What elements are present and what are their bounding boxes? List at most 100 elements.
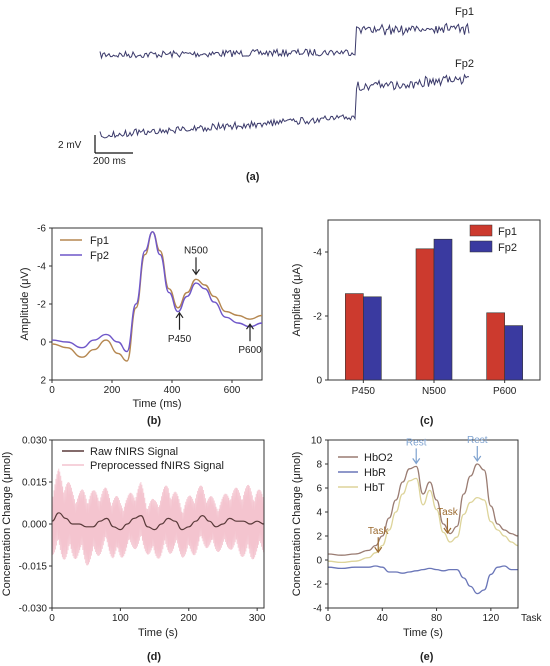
panel-c-bar-chart: 0 -2 -4 Amplitude (μA) P450 N500 P600 Fp1 Fp2: [291, 219, 541, 397]
x-tick-label: 300: [249, 613, 266, 624]
y-axis-title: Amplitude (μA): [291, 264, 303, 337]
y-tick-label: 6: [316, 484, 322, 495]
annotation-arrow-head: [473, 455, 482, 463]
x-tick-label: 100: [112, 613, 129, 624]
annotation-label: P450: [168, 334, 192, 345]
fp2-eeg-trace: [99, 73, 470, 139]
scalebar-vertical-label: 2 mV: [58, 140, 82, 151]
legend-label: Fp1: [498, 226, 517, 238]
y-tick-label: -4: [313, 604, 322, 615]
x-tick-label: 80: [431, 613, 443, 624]
legend-label: HbR: [364, 467, 386, 479]
x-tick-label: 600: [224, 385, 241, 396]
annotation-arrow-head: [443, 527, 452, 535]
series-preprocessed-fnirs: [51, 512, 265, 531]
y-tick-label: -6: [37, 224, 46, 235]
category-label: N500: [422, 386, 446, 397]
fp1-trace-label: Fp1: [455, 6, 474, 18]
legend-label: Raw fNIRS Signal: [90, 446, 178, 458]
y-tick-label: -0.030: [19, 604, 48, 615]
y-tick-label: -4: [37, 262, 46, 273]
legend-label: Preprocessed fNIRS Signal: [90, 460, 224, 472]
series-Fp1: [51, 231, 263, 362]
bar-Fp1-P600: [486, 312, 505, 381]
legend-label: Fp1: [90, 235, 109, 247]
annotation-label: Task: [368, 526, 390, 537]
annotation-arrow-head: [246, 323, 254, 330]
series-HbR: [327, 565, 518, 595]
legend-swatch: [469, 224, 493, 237]
bar-Fp2-P600: [504, 325, 523, 381]
x-tick-label: 0: [49, 613, 55, 624]
series-HbT: [327, 477, 519, 564]
annotation-label: P600: [238, 345, 262, 356]
y-tick-label: 0: [316, 556, 322, 567]
panel-a-label: (a): [246, 171, 260, 183]
annotation-arrow-head: [412, 458, 421, 465]
panel-c-label: (c): [420, 415, 434, 427]
y-tick-label: 2: [316, 532, 322, 543]
annotation-arrow-head: [175, 311, 184, 319]
panel-a-eeg-traces: Fp1 Fp2 2 mV 200 ms (a): [58, 6, 474, 183]
legend-label: Fp2: [498, 242, 517, 254]
panel-e-label: (e): [420, 651, 434, 663]
x-tick-label: 400: [164, 385, 181, 396]
y-tick-label: 10: [311, 436, 323, 447]
y-tick-label: 0: [40, 338, 46, 349]
y-tick-label: 0.000: [22, 520, 47, 531]
x-tick-label: 0: [325, 613, 331, 624]
legend-label: HbT: [364, 482, 385, 494]
y-tick-label: 0.030: [22, 436, 47, 447]
y-axis-title: Concentration Change (μmol): [1, 452, 13, 597]
y-tick-label: 0: [316, 376, 322, 387]
series-Fp2: [51, 231, 263, 353]
y-tick-label: 4: [316, 508, 322, 519]
y-tick-label: -4: [313, 248, 322, 259]
x-axis-title: Time (s): [138, 627, 178, 639]
x-axis-extra-label: Task: [521, 613, 543, 624]
x-axis-title: Time (ms): [132, 398, 181, 410]
y-tick-label: 8: [316, 460, 322, 471]
annotation-label: Rest: [467, 435, 488, 446]
y-axis-title: Amplitude (μV): [19, 268, 31, 341]
x-tick-label: 200: [104, 385, 121, 396]
x-tick-label: 0: [49, 385, 55, 396]
x-axis-title: Time (s): [403, 627, 443, 639]
category-label: P450: [352, 386, 376, 397]
legend-label: Fp2: [90, 250, 109, 262]
panel-e-hb-chart: HbO2 HbR HbT 0 40 80 120 Task -4 -2 0 2 4 6 8 10 Time (s…: [291, 435, 543, 639]
annotation-label: N500: [184, 245, 208, 256]
category-label: P600: [493, 386, 517, 397]
x-tick-label: 40: [377, 613, 389, 624]
panel-d-fnirs-chart: 0 100 200 300 -0.030 -0.015 0.000 0.015 0.030 Tim…: [1, 436, 266, 640]
bar-Fp1-N500: [415, 248, 435, 381]
legend-swatch: [469, 240, 493, 253]
x-tick-label: 200: [180, 613, 197, 624]
bar-Fp2-P450: [363, 296, 382, 381]
annotation-arrow-head: [192, 268, 200, 276]
annotation-arrow-head: [374, 546, 383, 554]
panel-d-label: (d): [147, 651, 161, 663]
series-HbO2: [327, 463, 519, 556]
y-tick-label: 2: [40, 376, 46, 387]
legend-label: HbO2: [364, 452, 393, 464]
x-tick-label: 120: [483, 613, 500, 624]
scalebar-horizontal-label: 200 ms: [93, 156, 126, 167]
bar-Fp1-P450: [345, 293, 364, 381]
y-tick-label: 0.015: [22, 478, 47, 489]
series-raw-fnirs: [51, 468, 264, 566]
y-tick-label: -0.015: [19, 562, 48, 573]
fp1-eeg-trace: [99, 22, 470, 60]
bar-Fp2-N500: [433, 238, 453, 381]
panel-b-label: (b): [147, 415, 161, 427]
y-tick-label: -2: [313, 580, 322, 591]
y-axis-title: Concentration Change (μmol): [291, 452, 303, 597]
y-tick-label: -2: [37, 300, 46, 311]
fp2-trace-label: Fp2: [455, 58, 474, 70]
annotation-label: Task: [437, 507, 459, 518]
y-tick-label: -2: [313, 312, 322, 323]
plot-frame: [327, 439, 519, 609]
annotation-label: Rest: [406, 437, 427, 448]
